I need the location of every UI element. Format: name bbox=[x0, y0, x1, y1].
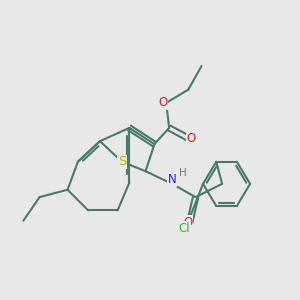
Text: Cl: Cl bbox=[178, 221, 190, 235]
Text: S: S bbox=[118, 155, 126, 168]
Text: H: H bbox=[178, 168, 186, 178]
Text: O: O bbox=[187, 132, 196, 145]
Text: N: N bbox=[168, 173, 176, 186]
Text: O: O bbox=[159, 96, 168, 110]
Text: O: O bbox=[184, 216, 193, 229]
